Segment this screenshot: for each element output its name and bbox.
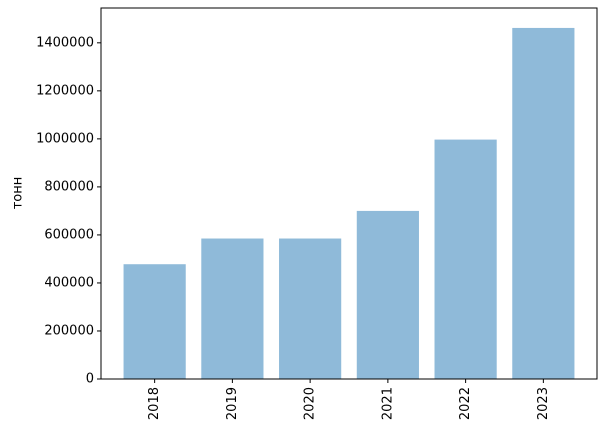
y-tick-label: 1000000: [36, 131, 94, 146]
x-tick-label: 2019: [225, 387, 240, 420]
y-tick-label: 600000: [44, 227, 94, 242]
plot-frame: [100, 7, 598, 380]
y-tick-label: 1400000: [36, 35, 94, 50]
x-tick-label: 2023: [536, 387, 551, 420]
x-tick-label: 2020: [303, 387, 318, 420]
bar: [279, 238, 342, 379]
bar: [123, 264, 186, 379]
y-tick-label: 0: [86, 372, 94, 387]
bar: [356, 210, 419, 379]
x-tick-label: 2022: [458, 387, 473, 420]
bar: [201, 238, 264, 379]
y-axis-label: тонн: [11, 177, 26, 210]
y-tick-label: 800000: [44, 179, 94, 194]
y-tick-label: 200000: [44, 323, 94, 338]
y-tick-label: 1200000: [36, 83, 94, 98]
bar: [512, 27, 575, 379]
x-tick-label: 2018: [147, 387, 162, 420]
x-tick-label: 2021: [380, 387, 395, 420]
y-tick-label: 400000: [44, 275, 94, 290]
bar: [434, 139, 497, 379]
